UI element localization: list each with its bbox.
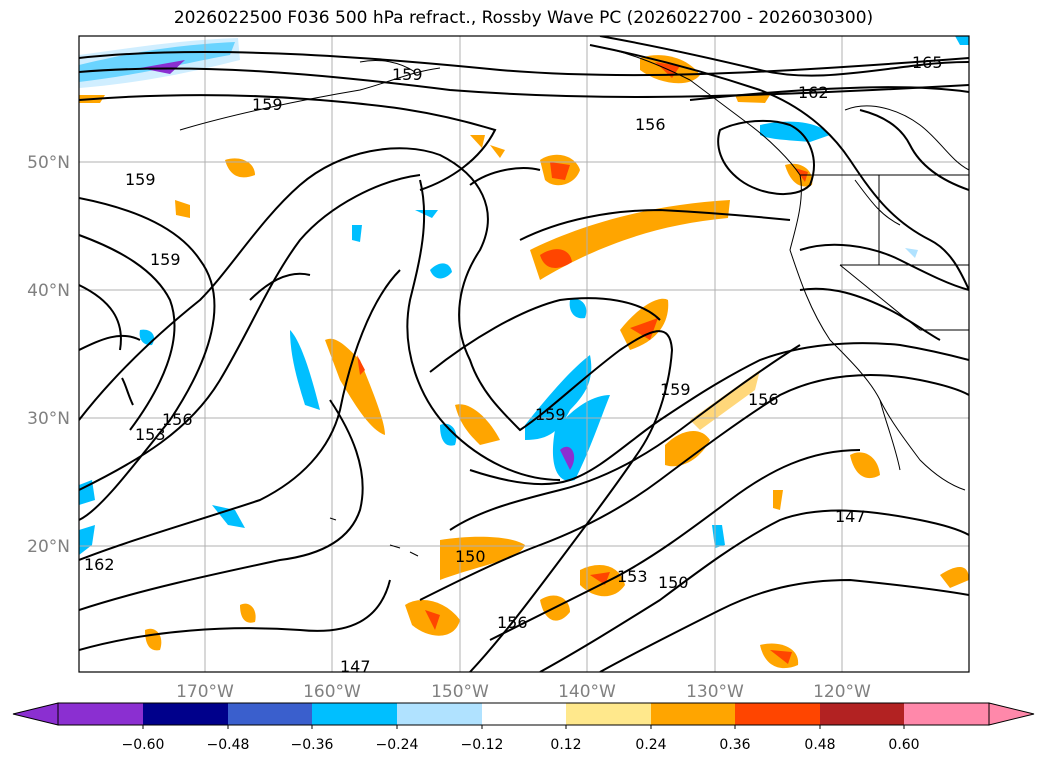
latitude-labels: 50°N 40°N 30°N 20°N [27,153,70,557]
contour-label-150: 150 [455,547,486,566]
colorbar-tick-0: −0.60 [122,737,165,753]
colorbar-bin-0 [58,703,143,725]
colorbar-tick-5: 0.12 [550,737,581,753]
colorbar-bin-3 [312,703,397,725]
colorbar-bin-5 [482,703,566,725]
lon-label-120w: 120°W [813,682,871,702]
contour-label-150-b: 150 [658,573,689,592]
contour-label-165: 165 [912,53,943,72]
contour-label-159-d: 159 [150,250,181,269]
contour-label-156-b: 156 [162,410,193,429]
colorbar-bin-6 [566,703,651,725]
colorbar-bin-1 [143,703,228,725]
contour-label-159: 159 [392,65,423,84]
colorbar-tick-9: 0.60 [888,737,919,753]
colorbar-tick-4: −0.12 [461,737,504,753]
lon-label-160w: 160°W [303,682,361,702]
colorbar-bin-9 [820,703,904,725]
colorbar: −0.60 −0.48 −0.36 −0.24 −0.12 0.12 0.24 … [12,702,1035,753]
colorbar-tick-8: 0.48 [804,737,835,753]
contour-label-162-b: 162 [84,555,115,574]
longitude-labels: 170°W 160°W 150°W 140°W 130°W 120°W [176,682,871,702]
lat-label-30n: 30°N [27,409,70,429]
colorbar-bin-7 [651,703,735,725]
colorbar-tick-7: 0.36 [719,737,750,753]
lon-label-130w: 130°W [686,682,744,702]
colorbar-extend-low [12,702,59,726]
colorbar-bin-2 [228,703,312,725]
plot-frame [78,35,970,673]
colorbar-tick-2: −0.36 [291,737,334,753]
contour-label-156-c: 156 [748,390,779,409]
contour-label-159-e: 159 [535,405,566,424]
lat-label-20n: 20°N [27,537,70,557]
contour-label-156: 156 [635,115,666,134]
colorbar-bin-8 [735,703,820,725]
colorbar-tick-6: 0.24 [635,737,666,753]
lon-label-140w: 140°W [558,682,616,702]
contour-label-159-b: 159 [252,95,283,114]
lon-label-150w: 150°W [431,682,489,702]
colorbar-tick-1: −0.48 [207,737,250,753]
contour-labels: 165 162 162 159 159 159 159 159 159 156 … [84,53,943,676]
plot-area [79,36,969,672]
coastlines [179,44,969,557]
geopotential-contours [79,36,969,672]
contour-label-147: 147 [835,507,866,526]
graticule [79,36,969,672]
contour-label-147-b: 147 [340,657,371,676]
colorbar-bin-10 [904,703,989,725]
lat-label-40n: 40°N [27,281,70,301]
map-title: 2026022500 F036 500 hPa refract., Rossby… [173,8,874,28]
contour-label-159-f: 159 [660,380,691,399]
colorbar-tick-3: −0.24 [376,737,419,753]
colorbar-bin-4 [397,703,482,725]
colorbar-extend-high [988,702,1035,726]
contour-label-153-b: 153 [617,567,648,586]
contour-label-153: 153 [135,425,166,444]
positive-anomaly-shading [79,55,969,669]
contour-label-162: 162 [798,83,829,102]
lon-label-170w: 170°W [176,682,234,702]
contour-label-159-c: 159 [125,170,156,189]
contour-label-156-d: 156 [497,613,528,632]
lat-label-50n: 50°N [27,153,70,173]
